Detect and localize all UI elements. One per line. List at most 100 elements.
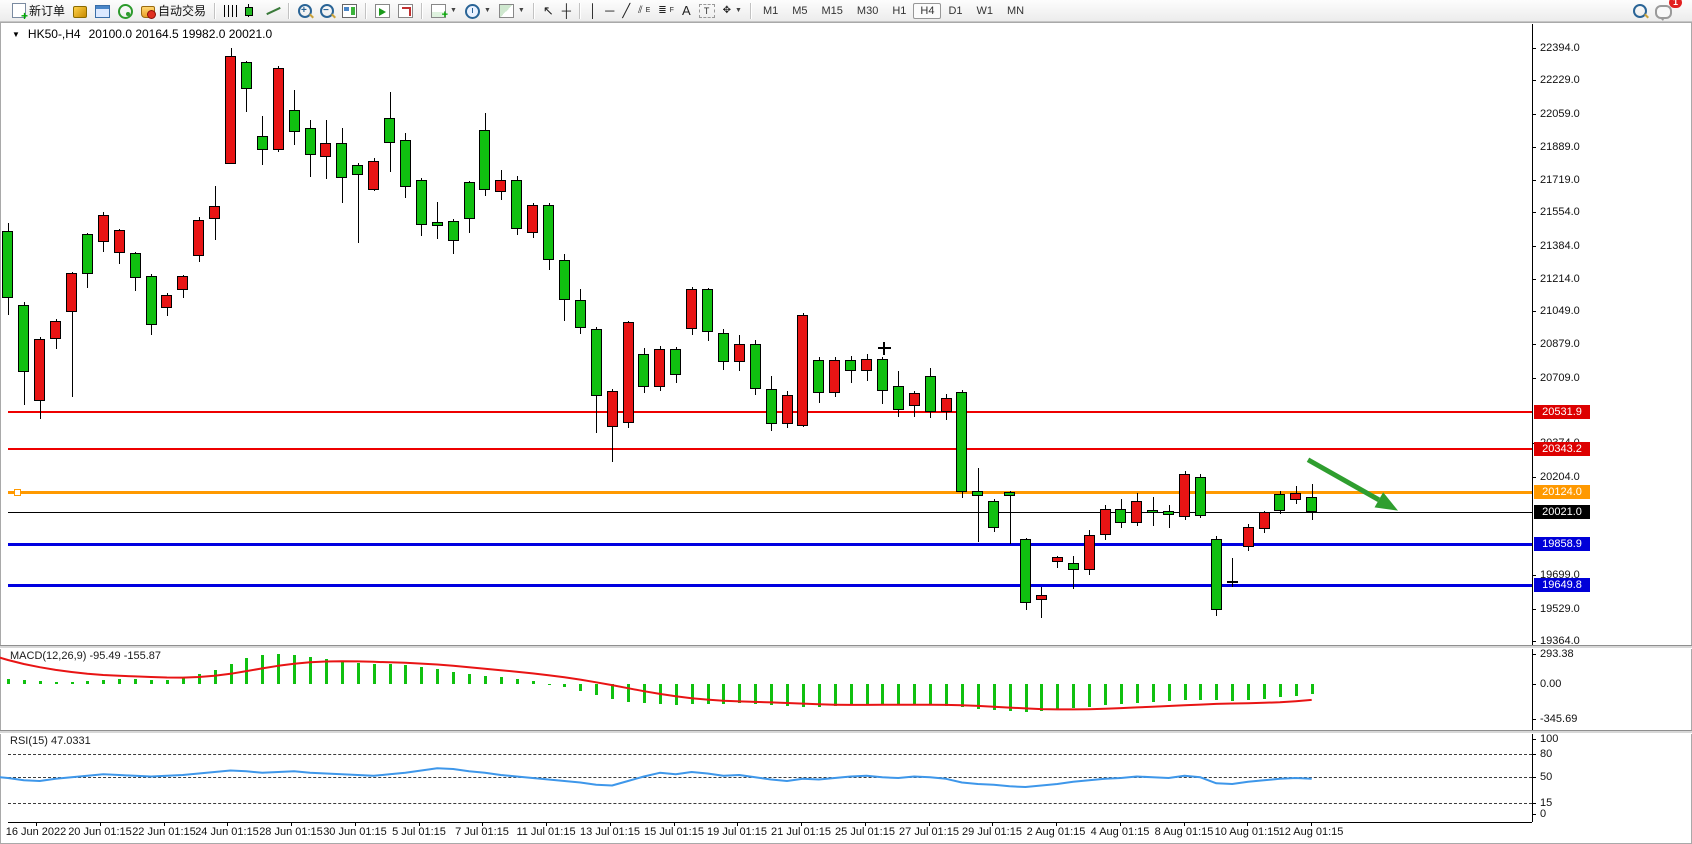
candle-body [829,360,840,393]
timeframe-m30[interactable]: M30 [856,4,879,17]
candle-body [1115,509,1126,523]
panel-separator[interactable] [0,645,1692,649]
collapse-triangle-icon[interactable]: ▼ [12,29,20,39]
candle-body [1163,511,1174,515]
macd-histogram-bar [1263,684,1266,699]
timeframe-h1[interactable]: H1 [892,4,907,17]
vertical-line-button[interactable]: │ [585,1,601,21]
candle-body [209,206,220,219]
macd-histogram-bar [1279,684,1282,698]
templates-button[interactable]: ▼ [495,1,529,21]
timeframe-m5[interactable]: M5 [792,4,808,17]
date-tick-mark [1120,822,1121,826]
macd-histogram-bar [563,684,566,688]
macd-histogram-bar [866,684,869,704]
toolbar-separator [578,2,581,19]
arrows-tool-button[interactable]: ✥ ▼ [719,1,746,21]
horizontal-level-line[interactable] [8,543,1532,546]
signals-icon [118,3,134,19]
periods-button[interactable]: ▼ [461,1,495,21]
crosshair-button[interactable]: ┼ [558,1,575,21]
indicators-button[interactable]: ▼ [427,1,461,21]
bar-chart-button[interactable] [220,1,241,21]
date-label: 15 Jul 01:15 [644,826,704,838]
macd-histogram-bar [118,678,121,684]
zoom-out-icon: − [320,4,335,18]
horizontal-line-button[interactable]: ─ [601,1,618,21]
date-tick-mark [291,822,292,826]
toolbar-separator [749,2,752,19]
timeframe-m15[interactable]: M15 [821,4,843,17]
text-tool-button[interactable]: A [678,1,695,21]
candle-body [654,349,665,387]
horizontal-level-line[interactable] [8,448,1532,450]
equidistant-channel-button[interactable]: ⫽ E [638,4,651,16]
panel-separator[interactable] [0,730,1692,734]
macd-histogram-bar [643,684,646,704]
line-chart-button[interactable] [262,1,284,21]
candle-body [1274,494,1285,511]
fibonacci-button[interactable]: ≣ F [658,4,674,16]
timeframe-h4[interactable]: H4 [913,2,942,19]
fibonacci-icon: ≣ [658,4,667,16]
candle-wick [1041,587,1042,618]
line-handle[interactable] [14,489,21,497]
candle-body [956,392,967,492]
price-tick-mark [1532,575,1536,576]
price-badge: 20021.0 [1534,505,1590,519]
date-label: 21 Jul 01:15 [771,826,831,838]
tile-windows-button[interactable] [338,1,361,21]
candle-body [352,165,363,175]
date-label: 5 Jul 01:15 [392,826,446,838]
date-label: 8 Aug 01:15 [1154,826,1214,838]
timeframe-w1[interactable]: W1 [976,4,994,17]
text-label-button[interactable]: T [695,1,719,21]
macd-histogram-bar [55,681,58,684]
text-label-icon: T [698,4,715,18]
market-watch-button[interactable] [69,1,91,21]
price-tick-label: 21384.0 [1540,240,1580,252]
trendline-button[interactable]: ╱ [618,1,634,21]
candle-body [1147,510,1158,513]
macd-histogram-bar [1295,684,1298,696]
data-window-button[interactable] [91,1,114,21]
rsi-tick-label: 0 [1540,808,1547,820]
horizontal-level-line[interactable] [8,512,1532,513]
auto-scroll-button[interactable] [371,1,394,21]
candle-body [2,231,13,298]
macd-histogram-bar [1025,684,1028,712]
signals-button[interactable] [114,1,137,21]
timeframe-d1[interactable]: D1 [948,4,963,17]
crosshair-icon: ┼ [561,2,571,18]
notifications-button[interactable]: 1 [1651,0,1682,21]
search-button[interactable] [1629,1,1651,21]
price-tick-label: 21049.0 [1540,305,1580,317]
zoom-in-button[interactable]: + [294,1,316,21]
candle-body [750,344,761,389]
new-order-button[interactable]: 新订单 [6,1,69,21]
horizontal-level-line[interactable] [8,584,1532,587]
timeframe-m1[interactable]: M1 [762,4,779,17]
candlestick-chart-button[interactable] [241,1,262,21]
rsi-tick-mark [1532,777,1536,778]
candle-body [941,398,952,412]
time-axis-line [8,822,1532,823]
bar-chart-icon [224,5,238,17]
price-tick-label: 22229.0 [1540,74,1580,86]
autotrading-button[interactable]: 自动交易 [137,1,210,21]
date-tick-mark [355,822,356,826]
candle-body [638,354,649,387]
rsi-tick-mark [1532,803,1536,804]
date-label: 30 Jun 01:15 [323,826,387,838]
macd-histogram-bar [7,678,10,684]
notification-badge: 1 [1669,0,1682,8]
trendline-icon: ╱ [622,2,631,18]
zoom-out-button[interactable]: − [316,1,338,21]
candle-body [925,376,936,412]
timeframe-mn[interactable]: MN [1007,4,1025,17]
cursor-button[interactable]: ↖ [539,1,558,21]
macd-histogram-bar [881,684,884,704]
horizontal-level-line[interactable] [8,491,1532,494]
chart-shift-button[interactable] [394,1,417,21]
date-label: 10 Aug 01:15 [1214,826,1280,838]
